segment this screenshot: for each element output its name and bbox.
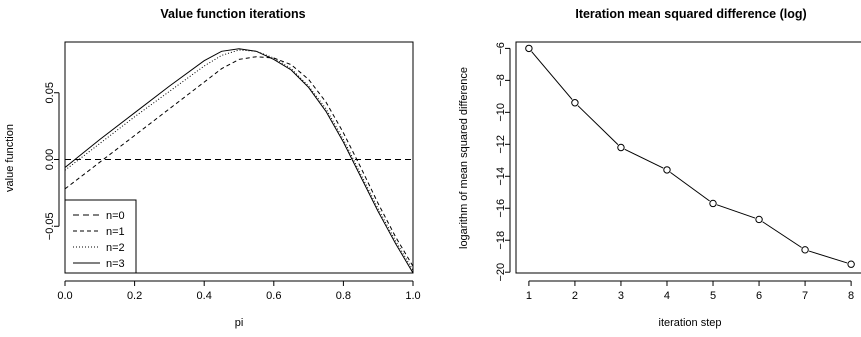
data-point (571, 99, 579, 107)
y-tick-label: −18 (495, 231, 507, 250)
series-lines (525, 44, 855, 268)
series-segment (624, 148, 664, 169)
x-tick-label: 1 (526, 290, 532, 302)
chart-title: Value function iterations (160, 7, 305, 21)
data-point (755, 215, 763, 224)
y-axis-label: logarithm of mean squared difference (458, 67, 470, 249)
y-axis-label: value function (4, 124, 16, 192)
y-tick-label: −12 (495, 135, 507, 154)
legend-label: n=0 (106, 210, 125, 222)
legend: n=0 n=1 n=2 n=3 (64, 199, 137, 274)
y-axis: −6 −8 −10 −12 −14 −16 −18 −20 (495, 42, 511, 282)
data-point (847, 260, 855, 268)
data-point (709, 199, 717, 208)
data-point (663, 166, 671, 174)
x-tick-label: 1.0 (405, 290, 420, 302)
series-segment (808, 250, 848, 264)
series-segment (716, 204, 756, 219)
x-axis: 1 2 3 4 5 6 7 8 (526, 280, 854, 302)
series-segment (577, 105, 619, 145)
y-axis: −0.05 0.00 0.05 (44, 82, 60, 240)
legend-box (64, 199, 137, 274)
x-axis-label: iteration step (659, 317, 722, 329)
x-tick-label: 0.8 (336, 290, 351, 302)
series-segment (762, 221, 802, 248)
x-axis-label: pi (235, 317, 244, 329)
legend-label: n=2 (106, 242, 125, 254)
x-tick-label: 7 (802, 290, 808, 302)
y-tick-label: −16 (495, 199, 507, 218)
series-segment (531, 51, 573, 100)
mean-squared-difference-panel: Iteration mean squared difference (log) … (458, 7, 861, 329)
y-tick-label: −14 (495, 167, 507, 186)
series-line-n1 (65, 56, 413, 267)
x-tick-label: 2 (572, 290, 578, 302)
x-tick-label: 3 (618, 290, 624, 302)
plot-frame (515, 41, 861, 274)
x-tick-label: 4 (664, 290, 670, 302)
x-tick-label: 0.4 (197, 290, 212, 302)
y-tick-label: −8 (495, 74, 507, 87)
x-tick-label: 6 (756, 290, 762, 302)
y-tick-label: −10 (495, 103, 507, 122)
legend-label: n=3 (106, 258, 125, 270)
plot-frame (64, 41, 414, 274)
series-lines (65, 48, 413, 273)
series-segment (670, 171, 710, 202)
y-tick-label: −0.05 (44, 212, 56, 240)
data-point (525, 44, 533, 53)
series-line-n3 (65, 48, 413, 273)
y-tick-label: −20 (495, 263, 507, 282)
data-point (801, 246, 809, 254)
x-tick-label: 0.6 (266, 290, 281, 302)
y-tick-label: 0.05 (44, 82, 56, 103)
y-tick-label: 0.00 (44, 149, 56, 170)
data-point (617, 143, 625, 152)
legend-label: n=1 (106, 226, 125, 238)
chart-title: Iteration mean squared difference (log) (575, 7, 806, 21)
x-tick-label: 0.0 (57, 290, 72, 302)
x-tick-label: 5 (710, 290, 716, 302)
value-function-panel: Value function iterations 0.0 0.2 0.4 0.6 0.… (4, 7, 421, 329)
x-tick-label: 0.2 (127, 290, 142, 302)
y-tick-label: −6 (495, 42, 507, 55)
x-tick-label: 8 (848, 290, 854, 302)
x-axis: 0.0 0.2 0.4 0.6 0.8 1.0 (57, 280, 421, 302)
